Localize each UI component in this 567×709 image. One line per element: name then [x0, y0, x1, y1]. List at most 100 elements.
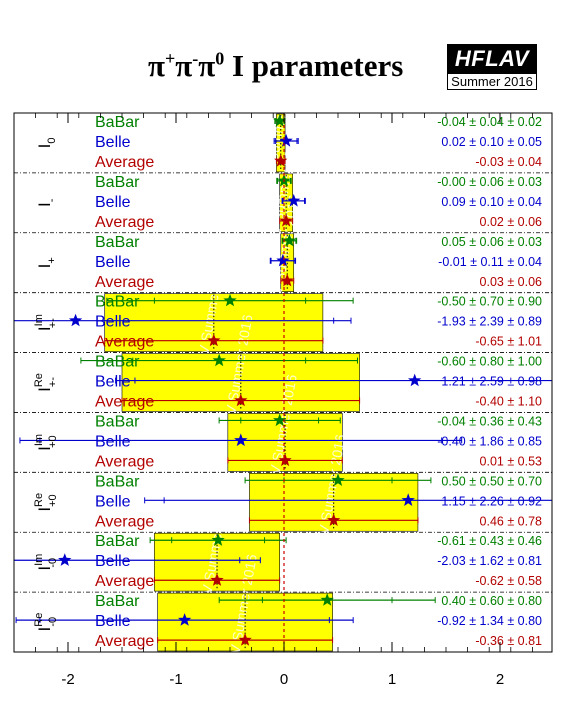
parameter-sub: -0 [47, 558, 59, 568]
data-point-star [234, 433, 248, 447]
parameter-sup: Im [33, 434, 45, 446]
data-point-star [287, 193, 301, 207]
experiment-label: Belle [95, 553, 131, 570]
value-label: -0.65 ± 1.01 [475, 335, 542, 349]
parameter-sup: Re [33, 493, 45, 507]
value-label: -0.03 ± 0.04 [475, 155, 542, 169]
parameter-symbol: I [35, 566, 54, 571]
parameter-sub: +0 [47, 435, 59, 448]
value-label: 0.46 ± 0.78 [480, 514, 543, 528]
experiment-label: BaBar [95, 593, 140, 610]
value-label: 0.03 ± 0.06 [480, 275, 543, 289]
parameter-sub: +- [47, 318, 59, 328]
data-point-star [274, 154, 288, 167]
value-label: -0.50 ± 0.70 ± 0.90 [437, 295, 542, 309]
parameter-sub: +- [47, 377, 59, 387]
data-point-star [273, 413, 287, 427]
value-label: 0.50 ± 0.50 ± 0.70 [441, 474, 542, 488]
x-tick-label: -1 [169, 671, 182, 688]
data-point-star [223, 293, 237, 307]
value-label: -0.36 ± 0.81 [475, 634, 542, 648]
experiment-label: Belle [95, 314, 131, 331]
parameter-symbol: I [35, 264, 54, 269]
data-point-star [210, 573, 224, 586]
experiment-label: BaBar [95, 114, 140, 131]
parameter-label-text: IRe -0 [33, 613, 59, 632]
experiment-label: BaBar [95, 294, 140, 311]
experiment-label: Average [95, 394, 154, 411]
value-label: -0.92 ± 1.34 ± 0.80 [437, 614, 542, 628]
parameter-label-text: IIm +- [33, 314, 59, 331]
experiment-label: BaBar [95, 234, 140, 251]
parameter-label-text: I- [35, 198, 58, 207]
value-label: 1.21 ± 2.59 ± 0.98 [441, 375, 542, 389]
plot-frame [13, 112, 553, 653]
parameter-label: I- [35, 198, 58, 207]
parameter-sup: Re [33, 613, 45, 627]
parameter-sup: Im [33, 314, 45, 326]
experiment-label: BaBar [95, 413, 140, 430]
experiment-label: BaBar [95, 533, 140, 550]
data-point-star [212, 353, 226, 367]
value-label: -0.04 ± 0.04 ± 0.02 [437, 115, 542, 129]
parameter-label: I+ [35, 257, 58, 268]
value-label: -0.04 ± 0.36 ± 0.43 [437, 414, 542, 428]
value-label: 0.02 ± 0.10 ± 0.05 [441, 135, 542, 149]
parameter-sub: + [46, 257, 58, 263]
parameter-label: IIm +0 [33, 434, 59, 451]
data-point-star [234, 393, 248, 407]
value-label: 1.15 ± 2.26 ± 0.92 [441, 494, 542, 508]
parameter-symbol: I [35, 144, 54, 149]
experiment-label: Belle [95, 493, 131, 510]
data-point-star [279, 134, 293, 147]
experiment-label: Average [95, 154, 154, 171]
logo-name: HFLAV [447, 44, 537, 74]
parameter-label-text: IIm +0 [33, 434, 59, 451]
experiment-label: Average [95, 513, 154, 530]
x-tick-label: -2 [61, 671, 74, 688]
parameter-label-text: I+ [35, 257, 58, 268]
experiment-label: Belle [95, 134, 131, 151]
parameter-sup: Re [33, 373, 45, 387]
parameter-label-text: IRe +- [33, 373, 59, 392]
data-point-star [207, 333, 221, 347]
value-label: 0.09 ± 0.10 ± 0.04 [441, 195, 542, 209]
experiment-label: Belle [95, 194, 131, 211]
parameter-sub: -0 [47, 617, 59, 627]
hflav-logo: HFLAV Summer 2016 [447, 44, 537, 90]
experiment-label: Belle [95, 433, 131, 450]
data-point-star [327, 513, 341, 526]
value-label: -0.40 ± 1.10 [475, 395, 542, 409]
experiment-label: Belle [95, 254, 131, 271]
data-point-star [408, 373, 422, 387]
experiment-label: Average [95, 573, 154, 590]
marks-layer [14, 114, 552, 650]
value-label: -0.61 ± 0.43 ± 0.46 [437, 534, 542, 548]
value-label: 0.02 ± 0.06 [480, 215, 543, 229]
parameter-sub: 0 [46, 138, 58, 144]
parameter-label: IIm -0 [33, 554, 59, 571]
data-point-star [331, 473, 345, 486]
parameter-symbol: I [35, 627, 54, 632]
parameter-symbol: I [35, 326, 54, 331]
parameter-symbol: I [35, 202, 54, 207]
experiment-label: Average [95, 633, 154, 650]
data-point-star [276, 253, 290, 267]
value-label: 0.05 ± 0.06 ± 0.03 [441, 235, 542, 249]
parameter-sub: - [46, 198, 58, 202]
value-label: 0.01 ± 0.53 [480, 454, 543, 468]
data-point-star [58, 553, 72, 566]
x-tick-label: 1 [388, 671, 396, 688]
experiment-label: Average [95, 334, 154, 351]
data-point-star [273, 114, 287, 127]
experiment-label: Belle [95, 613, 131, 630]
data-point-star [211, 533, 225, 546]
x-tick-label: 2 [496, 671, 504, 688]
parameter-label-text: IIm -0 [33, 554, 59, 571]
experiment-label: BaBar [95, 473, 140, 490]
parameter-symbol: I [35, 507, 54, 512]
parameter-label: IRe +0 [33, 493, 59, 512]
experiment-label: Average [95, 214, 154, 231]
parameter-label: IRe -0 [33, 613, 59, 632]
